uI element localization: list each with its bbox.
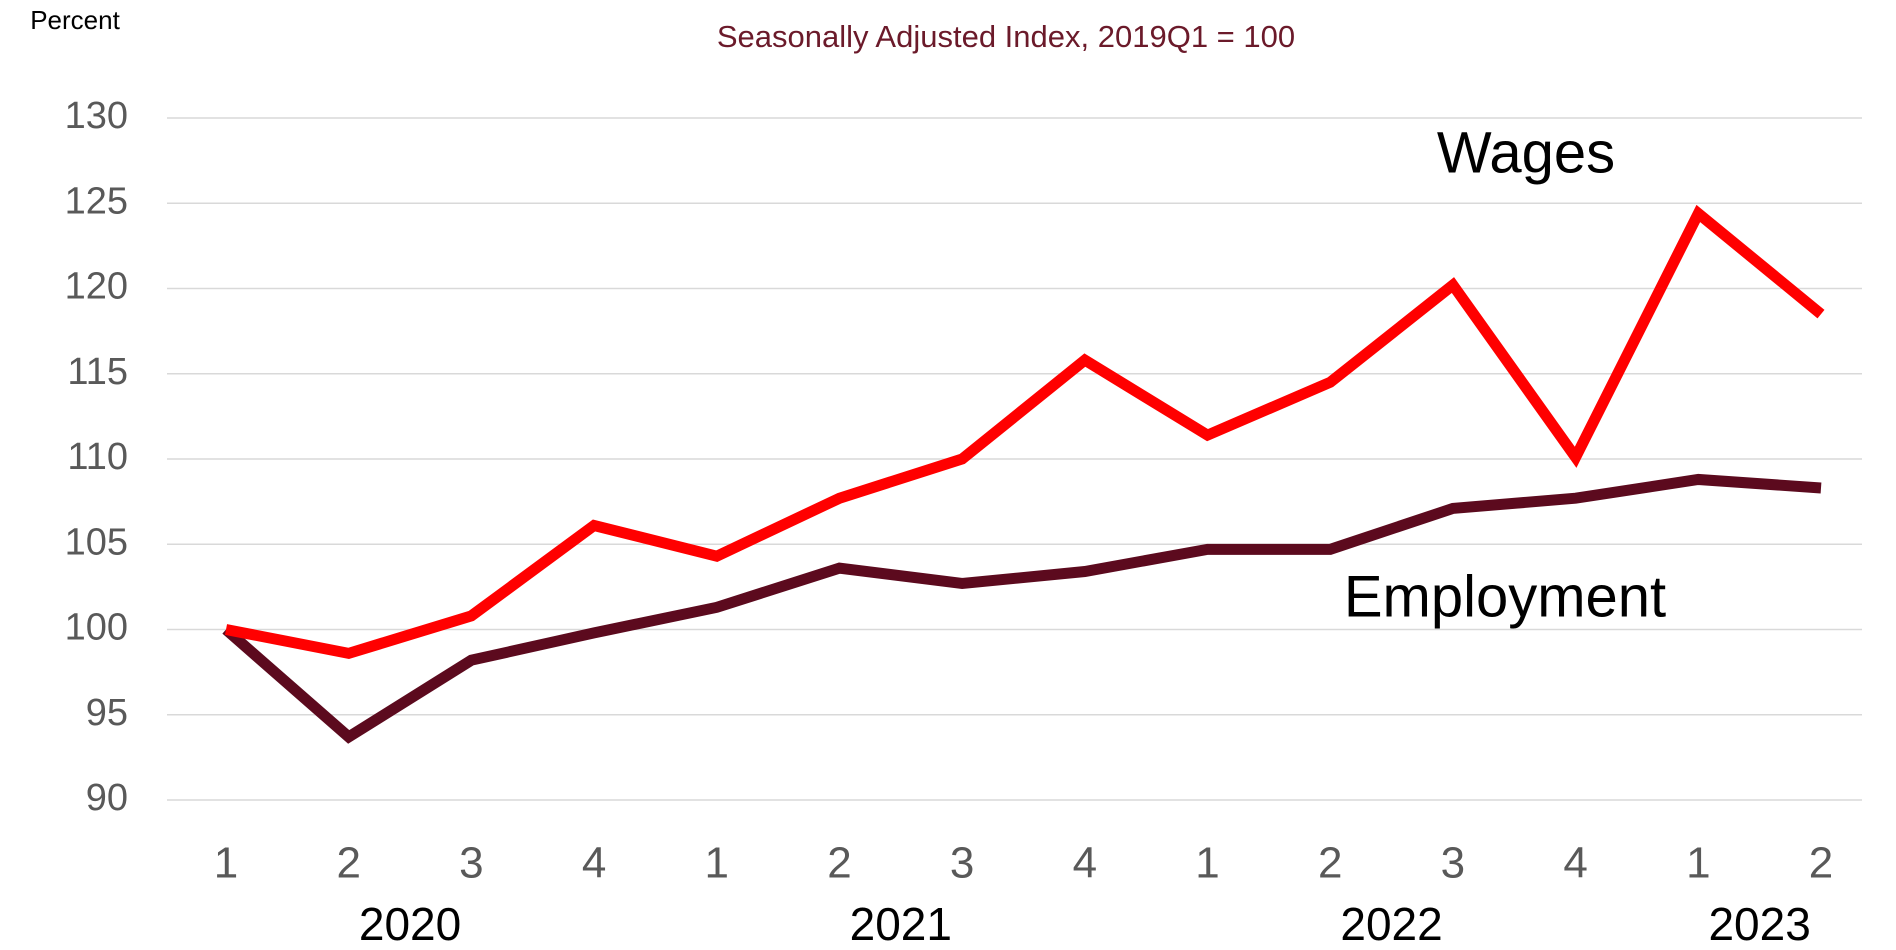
- x-tick-label: 1: [1686, 839, 1710, 888]
- x-tick-label: 3: [950, 839, 974, 888]
- series-line: [222, 473, 1822, 744]
- x-tick-label: 2: [827, 839, 851, 888]
- y-tick-label: 115: [67, 351, 128, 393]
- x-tick-label: 3: [459, 839, 483, 888]
- series-label: Wages: [1437, 120, 1615, 185]
- x-tick-label: 1: [1195, 839, 1219, 888]
- y-tick-label: 110: [67, 436, 128, 478]
- series-line: [224, 204, 1825, 660]
- x-tick-label: 4: [1563, 839, 1587, 888]
- x-tick-label: 2: [336, 839, 360, 888]
- x-group-label: 2020: [359, 898, 461, 950]
- x-tick-label: 2: [1318, 839, 1342, 888]
- x-tick-label: 4: [582, 839, 606, 888]
- y-tick-label: 90: [86, 777, 128, 819]
- chart-title: Seasonally Adjusted Index, 2019Q1 = 100: [717, 19, 1295, 54]
- y-tick-label: 130: [65, 95, 128, 137]
- x-tick-label: 2: [1809, 839, 1833, 888]
- series-label: Employment: [1344, 564, 1666, 629]
- y-tick-label: 105: [65, 521, 128, 563]
- y-tick-label: 95: [86, 692, 128, 734]
- x-group-label: 2023: [1708, 898, 1810, 950]
- y-axis-label: Percent: [30, 5, 120, 35]
- x-tick-label: 4: [1073, 839, 1097, 888]
- x-tick-label: 3: [1441, 839, 1465, 888]
- x-group-label: 2022: [1340, 898, 1442, 950]
- x-tick-label: 1: [705, 839, 729, 888]
- x-group-label: 2021: [850, 898, 952, 950]
- y-tick-label: 100: [65, 607, 128, 649]
- x-tick-label: 1: [214, 839, 238, 888]
- y-tick-label: 125: [65, 180, 128, 222]
- y-tick-label: 120: [65, 266, 128, 308]
